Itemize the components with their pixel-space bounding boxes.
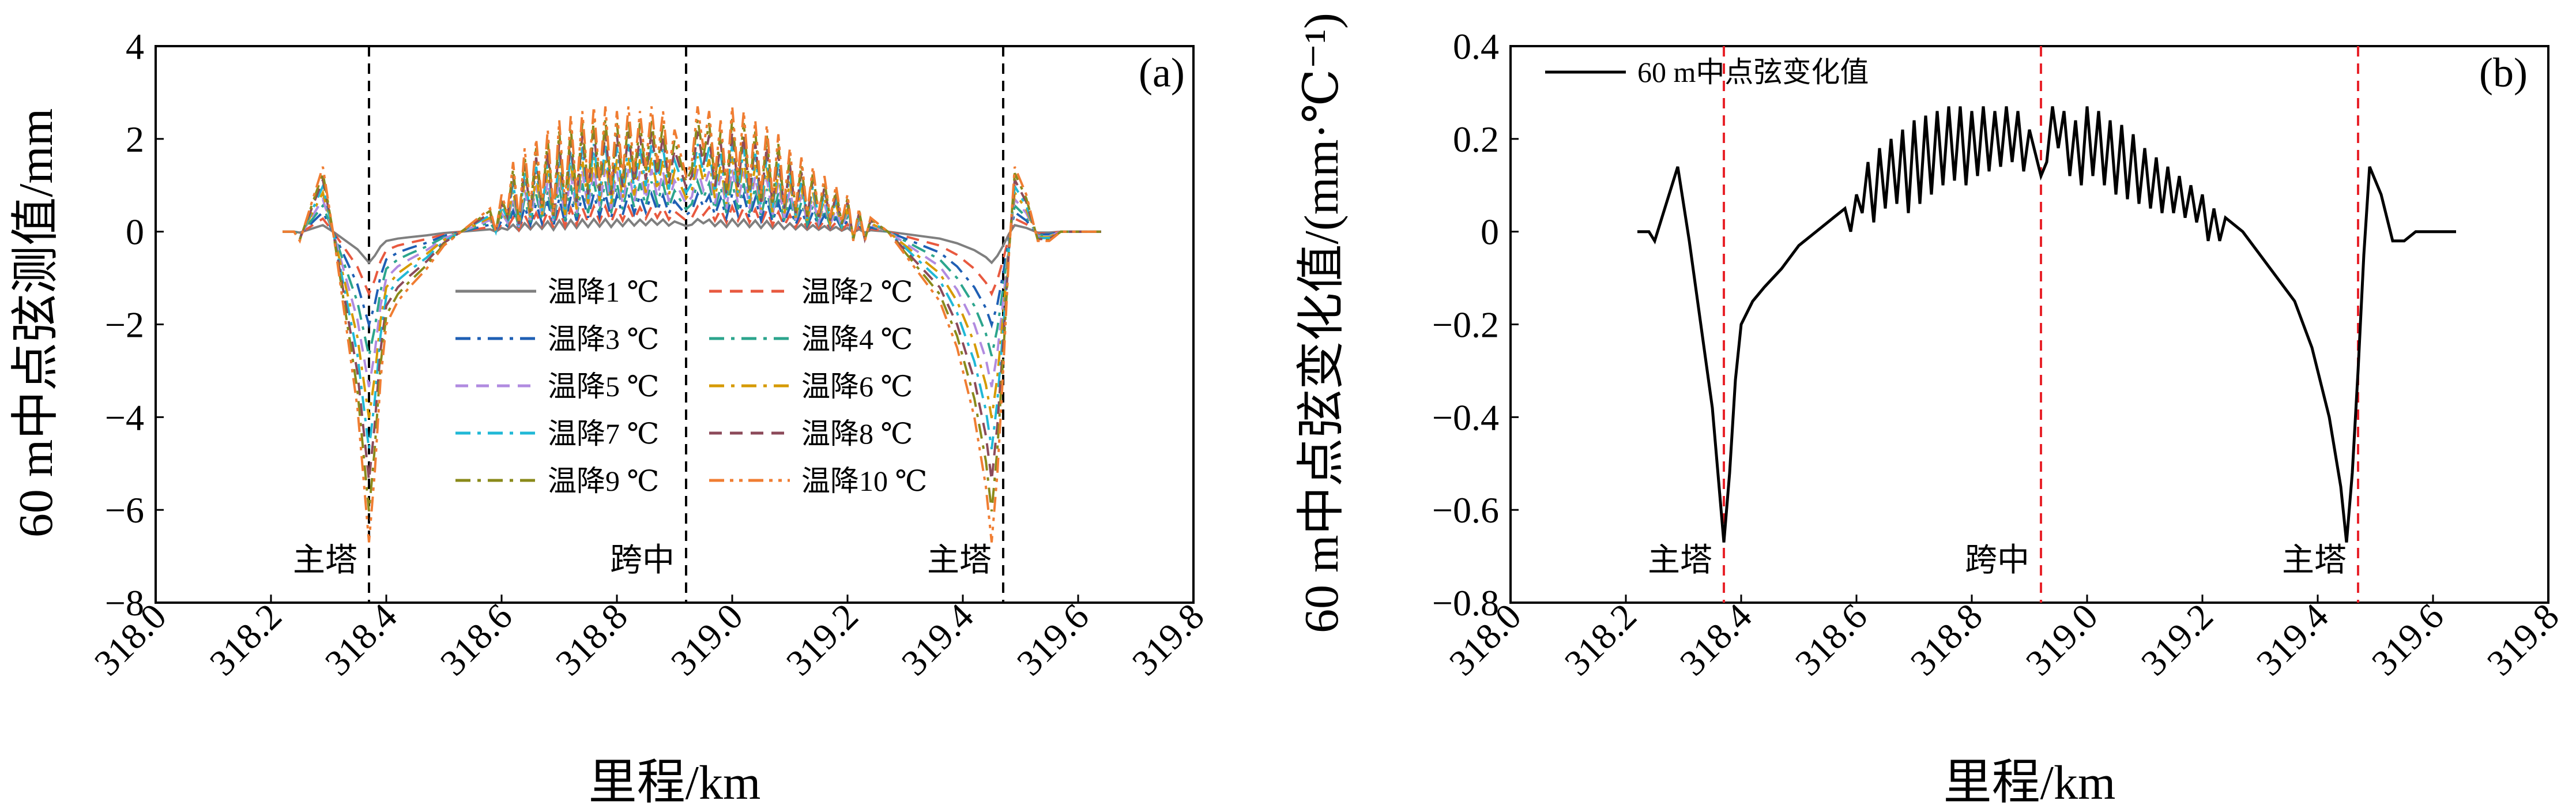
legend-a-label: 温降3 ℃ bbox=[548, 323, 659, 355]
y-tick-label: 0 bbox=[1481, 212, 1499, 253]
legend-a-label: 温降8 ℃ bbox=[801, 418, 913, 450]
y-tick-label: −0.4 bbox=[1432, 397, 1499, 438]
x-tick-label: 319.6 bbox=[1009, 596, 1097, 683]
y-tick-label: 0.2 bbox=[1453, 119, 1499, 160]
panel-a: 主塔 跨中 主塔 318.0 318.2 318.4 318.6 318.8 319.0 319… bbox=[9, 26, 1212, 810]
b-series bbox=[1637, 106, 2456, 543]
legend-a: 温降1 ℃ 温降2 ℃ 温降3 ℃ 温降4 ℃ 温降5 ℃ 温降6 ℃ 温降7 ℃ 温降8 ℃… bbox=[455, 276, 927, 497]
y-tick-label: 0 bbox=[126, 212, 144, 253]
x-tick-label: 319.4 bbox=[894, 596, 981, 683]
series-line-8 bbox=[283, 131, 1101, 480]
legend-b: 60 m中点弦变化值 bbox=[1545, 56, 1869, 88]
legend-a-label: 温降4 ℃ bbox=[801, 323, 913, 355]
y-tick-label: 0.4 bbox=[1453, 26, 1499, 67]
x-tick-label: 318.6 bbox=[432, 596, 520, 683]
y-tick-label: 4 bbox=[126, 26, 144, 67]
x-tick-label: 318.4 bbox=[317, 596, 405, 683]
series-line-6 bbox=[283, 156, 1101, 419]
series-line-3 bbox=[283, 189, 1101, 329]
legend-a-label: 温降10 ℃ bbox=[801, 465, 927, 497]
marker-label: 主塔 bbox=[2282, 543, 2347, 578]
b-ticks: 318.0 318.2 318.4 318.6 318.8 319.0 319.2 319.4… bbox=[1432, 26, 2567, 683]
panel-label-b: (b) bbox=[2479, 50, 2528, 96]
y-tick-label: 2 bbox=[126, 119, 144, 160]
legend-a-label: 温降1 ℃ bbox=[548, 276, 659, 308]
series-line-7 bbox=[283, 144, 1101, 450]
legend-a-label: 温降2 ℃ bbox=[801, 276, 913, 308]
x-tick-label: 318.2 bbox=[1557, 596, 1644, 683]
legend-a-label: 温降5 ℃ bbox=[548, 370, 659, 403]
a-vlines: 主塔 跨中 主塔 bbox=[293, 46, 1004, 603]
panel-b: 主塔 跨中 主塔 318.0 318.2 318.4 318.6 318.8 319.0 319… bbox=[1295, 13, 2567, 810]
y-tick-label: −2 bbox=[105, 304, 144, 345]
y-tick-label: −6 bbox=[105, 490, 144, 531]
series-line-4 bbox=[283, 177, 1101, 356]
x-tick-label: 319.2 bbox=[778, 596, 866, 683]
x-tick-label: 318.2 bbox=[202, 596, 289, 683]
marker-label: 主塔 bbox=[1648, 543, 1712, 578]
x-tick-label: 319.0 bbox=[663, 596, 751, 683]
y-tick-label: −0.6 bbox=[1432, 490, 1499, 531]
legend-a-label: 温降6 ℃ bbox=[801, 370, 913, 403]
y-tick-label: −8 bbox=[105, 582, 144, 623]
series-line-b bbox=[1637, 106, 2456, 543]
marker-label: 跨中 bbox=[1965, 543, 2029, 578]
y-tick-label: −4 bbox=[105, 397, 144, 438]
x-tick-label: 319.6 bbox=[2364, 596, 2451, 683]
x-tick-label: 319.8 bbox=[2479, 596, 2567, 683]
y-tick-label: −0.8 bbox=[1432, 582, 1499, 623]
y-axis-label-b: 60 m中点弦变化值/(mm·℃⁻¹) bbox=[1295, 13, 1349, 633]
legend-a-label: 温降7 ℃ bbox=[548, 418, 659, 450]
x-axis-label-b: 里程/km bbox=[1944, 756, 2116, 810]
legend-b-label: 60 m中点弦变化值 bbox=[1637, 56, 1869, 88]
legend-a-label: 温降9 ℃ bbox=[548, 465, 659, 497]
series-line-1 bbox=[283, 217, 1101, 265]
x-tick-label: 319.2 bbox=[2133, 596, 2221, 683]
panel-label-a: (a) bbox=[1139, 50, 1185, 96]
b-vlines: 主塔 跨中 主塔 bbox=[1648, 46, 2359, 603]
marker-label: 主塔 bbox=[293, 543, 357, 578]
a-series bbox=[283, 106, 1101, 543]
y-tick-label: −0.2 bbox=[1432, 304, 1499, 345]
x-tick-label: 319.8 bbox=[1124, 596, 1212, 683]
x-tick-label: 319.4 bbox=[2249, 596, 2336, 683]
series-line-2 bbox=[283, 203, 1101, 297]
x-tick-label: 318.8 bbox=[1903, 596, 1990, 683]
y-axis-label-a: 60 m中点弦测值/mm bbox=[9, 108, 63, 537]
x-tick-label: 319.0 bbox=[2018, 596, 2106, 683]
marker-label: 主塔 bbox=[927, 543, 992, 578]
x-axis-label-a: 里程/km bbox=[589, 756, 761, 810]
x-tick-label: 318.8 bbox=[548, 596, 635, 683]
series-line-5 bbox=[283, 168, 1101, 388]
series-line-10 bbox=[283, 106, 1101, 543]
x-tick-label: 318.4 bbox=[1672, 596, 1760, 683]
marker-label: 跨中 bbox=[610, 543, 675, 578]
x-tick-label: 318.6 bbox=[1787, 596, 1875, 683]
